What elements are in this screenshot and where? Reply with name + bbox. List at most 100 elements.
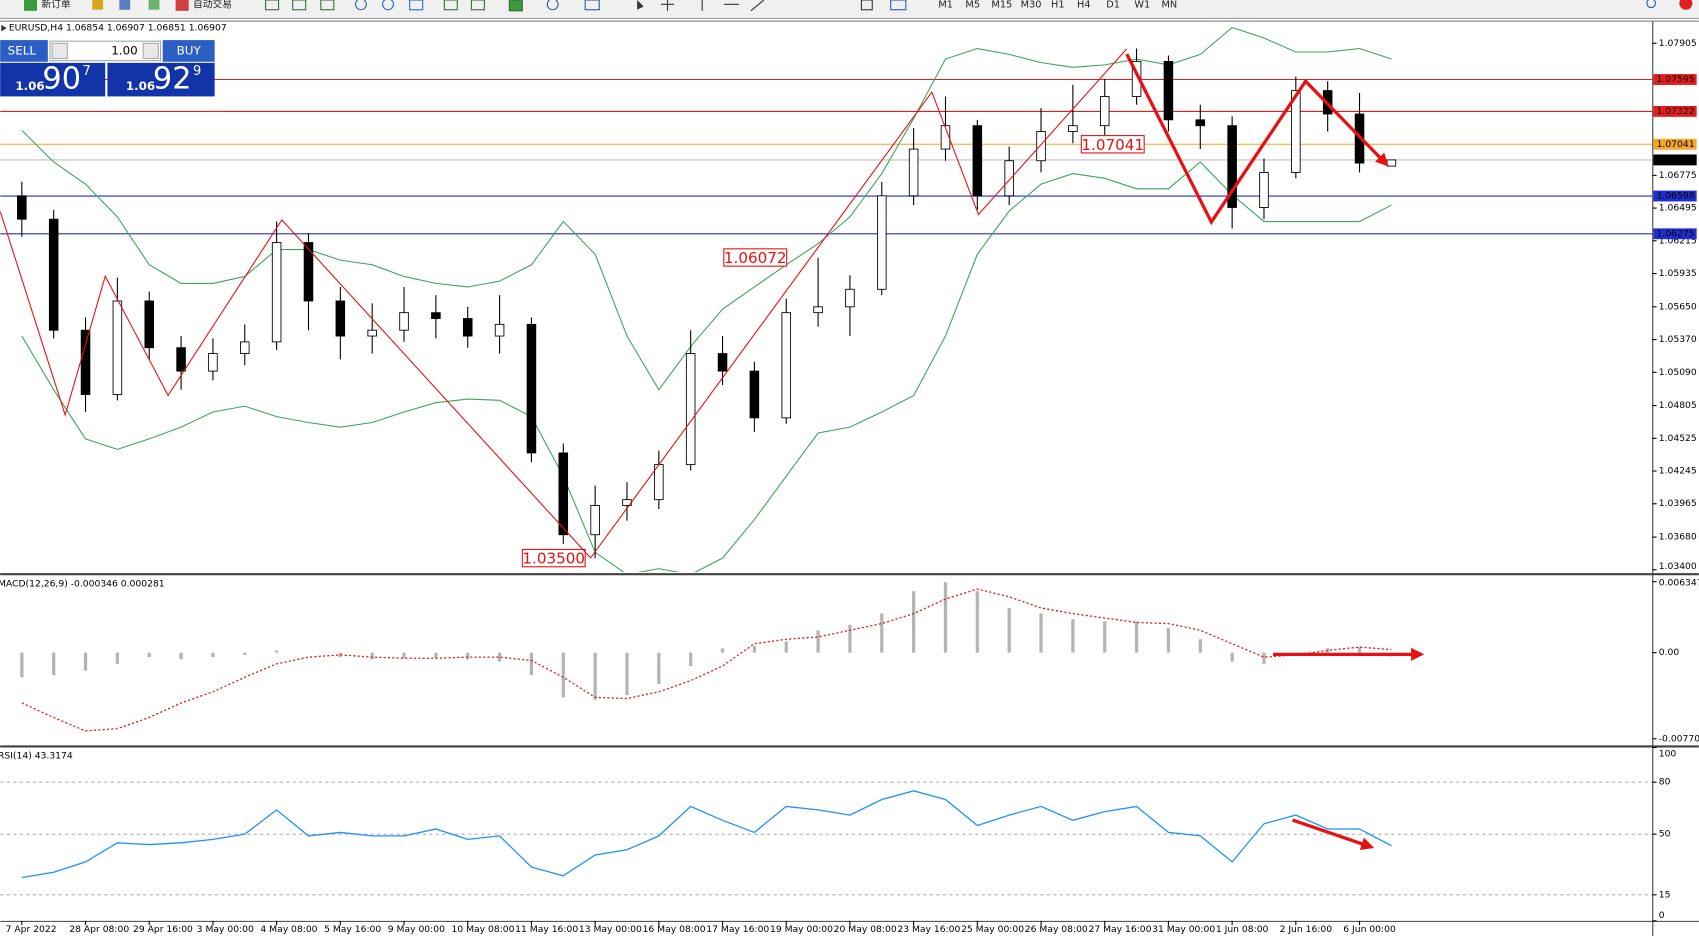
sell-button[interactable]: SELL xyxy=(8,43,37,57)
buy-button-bg[interactable] xyxy=(162,40,215,62)
shift-icon[interactable] xyxy=(470,0,485,11)
candle-body xyxy=(908,148,919,197)
y-tick-label: 0.006347 xyxy=(1659,577,1699,588)
level-tag xyxy=(1653,190,1697,202)
candle-body xyxy=(399,312,409,331)
toolbar-icons xyxy=(265,0,1657,12)
y-tick-label: 0 xyxy=(1659,910,1665,921)
indicators-icon[interactable] xyxy=(508,0,523,12)
auto-trading-icon[interactable] xyxy=(175,0,189,11)
x-tick-label: 5 May 16:00 xyxy=(324,924,381,935)
candle-body xyxy=(462,318,473,337)
timeframe-button[interactable]: W1 xyxy=(1134,0,1150,10)
macd-pane xyxy=(20,582,1394,732)
y-tick-label: 1.03965 xyxy=(1659,498,1697,509)
y-tick-label: 50 xyxy=(1659,829,1671,840)
crosshair-icon[interactable] xyxy=(661,0,674,11)
x-tick-label: 13 May 00:00 xyxy=(579,924,642,935)
scroll-icon[interactable] xyxy=(443,0,458,11)
x-tick-label: 26 May 08:00 xyxy=(1025,924,1088,935)
drawn-arrows xyxy=(1125,53,1425,850)
candle-body xyxy=(717,353,728,372)
text-icon[interactable] xyxy=(860,0,873,11)
lots-value[interactable]: 1.00 xyxy=(111,43,138,57)
rsi-line xyxy=(21,790,1392,879)
zoom-out-icon[interactable] xyxy=(382,0,394,11)
notification-icon[interactable] xyxy=(1679,0,1693,10)
y-tick-label: 1.07905 xyxy=(1659,38,1697,49)
cursor-icon[interactable] xyxy=(637,0,644,10)
candle-body xyxy=(781,312,791,419)
candle-body xyxy=(176,347,186,372)
timeframe-button[interactable]: M5 xyxy=(965,0,980,10)
bid-pips: 90 xyxy=(42,62,81,97)
lots-up[interactable] xyxy=(142,42,159,60)
auto-trading-button[interactable]: 自动交易 xyxy=(193,0,232,10)
tool-icon[interactable] xyxy=(148,0,160,10)
candle-body xyxy=(1099,96,1110,127)
last-price-tag xyxy=(1653,154,1697,166)
y-tick-label: 1.06215 xyxy=(1659,235,1697,246)
x-tick-label: 2 Jun 16:00 xyxy=(1280,924,1333,935)
zoom-in-icon[interactable] xyxy=(354,0,367,11)
x-tick-label: 29 Apr 16:00 xyxy=(133,924,193,935)
x-tick-label: 6 Jun 00:00 xyxy=(1343,924,1396,935)
buy-button[interactable]: BUY xyxy=(177,43,202,57)
last-price-label: 1.06907 xyxy=(1657,154,1695,165)
price-annotation-box xyxy=(521,548,586,568)
search-icon[interactable] xyxy=(1646,0,1657,9)
candle-body xyxy=(877,195,887,290)
tile-icon[interactable] xyxy=(409,0,424,11)
candle-body xyxy=(80,329,91,395)
templates-icon[interactable] xyxy=(584,0,600,11)
candle-body xyxy=(1068,125,1078,132)
lots-field[interactable] xyxy=(49,40,162,62)
y-tick-label: 0.00 xyxy=(1659,647,1680,658)
new-order-button[interactable]: 新订单 xyxy=(41,0,70,10)
y-tick-label: 1.06495 xyxy=(1659,203,1697,214)
tool-icon[interactable] xyxy=(92,0,104,10)
timeframe-button[interactable]: M15 xyxy=(991,0,1012,10)
price-pane: 1.03500 1.06072 1.07041 xyxy=(0,26,1653,572)
chart-icon[interactable] xyxy=(320,0,335,11)
lots-down[interactable] xyxy=(51,42,68,60)
level-tag-label: 1.06275 xyxy=(1657,228,1695,239)
level-tag-label: 1.07595 xyxy=(1657,74,1695,85)
periods-icon[interactable] xyxy=(546,0,559,11)
arrows-icon[interactable] xyxy=(890,0,907,11)
sell-button-bg[interactable] xyxy=(0,40,48,62)
level-tag-label: 1.06598 xyxy=(1657,191,1695,202)
y-tick-label: -0.007703 xyxy=(1659,733,1699,744)
candle-body xyxy=(1386,159,1397,167)
timeframe-button[interactable]: H1 xyxy=(1051,0,1065,10)
timeframe-button[interactable]: D1 xyxy=(1106,0,1120,10)
candle-body xyxy=(208,353,218,372)
chart-icon[interactable] xyxy=(292,0,307,11)
y-tick-label: 1.05650 xyxy=(1659,301,1697,312)
timeframe-button[interactable]: H4 xyxy=(1077,0,1091,10)
new-order-icon[interactable] xyxy=(24,0,37,11)
level-tag xyxy=(1653,138,1697,150)
candle-body xyxy=(112,300,123,395)
x-tick-label: 28 Apr 08:00 xyxy=(69,924,129,935)
candle-body xyxy=(335,300,346,337)
timeframe-button[interactable]: M30 xyxy=(1021,0,1042,10)
price-annotation-box xyxy=(1080,135,1145,154)
y-tick-label: 15 xyxy=(1659,889,1671,900)
tool-icon[interactable] xyxy=(119,0,131,10)
candle-body xyxy=(1036,131,1046,162)
candle-body xyxy=(940,125,951,150)
candle-body xyxy=(685,353,696,466)
trendline-icon[interactable] xyxy=(750,0,765,12)
chart-icon[interactable] xyxy=(265,0,280,11)
timeframe-button[interactable]: M1 xyxy=(938,0,953,10)
timeframe-button[interactable]: MN xyxy=(1162,0,1178,10)
rsi-title: RSI(14) 43.3174 xyxy=(0,751,73,762)
y-tick-label: 1.03400 xyxy=(1659,561,1697,572)
toolbar: 新订单 自动交易 M1 M5 M15 M30 H1 H4 D xyxy=(0,0,1699,19)
bid-box[interactable] xyxy=(0,62,106,97)
ask-box[interactable] xyxy=(107,62,215,97)
x-tick-label: 25 May 00:00 xyxy=(961,924,1024,935)
